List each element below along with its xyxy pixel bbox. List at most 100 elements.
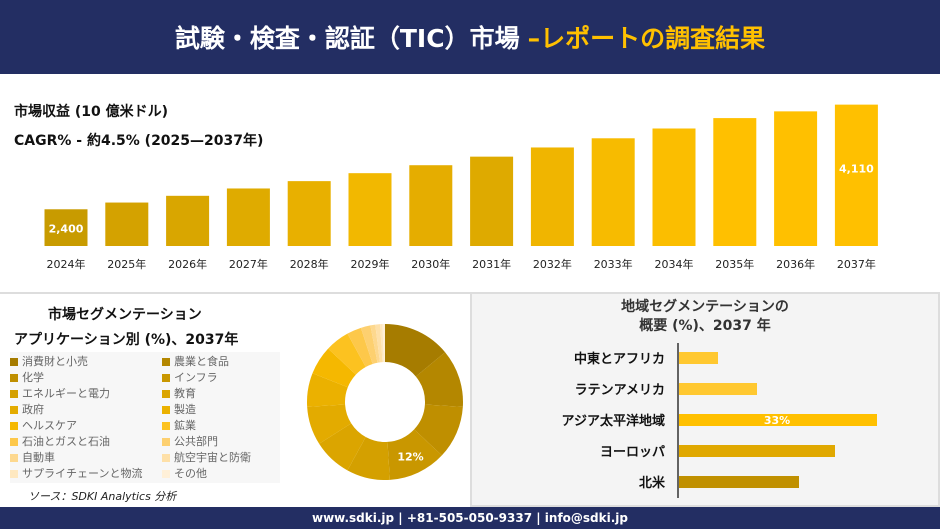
application-segment-panel: 市場セグメンテーション アプリケーション別 (%)、2037年 消費財と小売 農業… xyxy=(0,292,470,507)
legend-swatch xyxy=(10,469,18,478)
donut-slice xyxy=(312,348,356,388)
x-tick-label: 2034年 xyxy=(655,257,694,271)
donut-slice xyxy=(387,429,442,480)
legend-item: 教育 xyxy=(162,386,280,401)
revenue-bars: 2024年 2,400 2025年 2026年 2027年 2028年 2029年 2030年… xyxy=(44,104,878,271)
donut-slice xyxy=(415,352,463,407)
header-banner: 試験・検査・認証（TIC）市場 –レポートの調査結果 xyxy=(0,0,940,74)
x-tick-label: 2033年 xyxy=(594,257,633,271)
revenue-bar xyxy=(652,128,696,246)
legend-label: ヘルスケア xyxy=(22,419,77,432)
revenue-bar xyxy=(409,165,453,246)
revenue-bar xyxy=(530,147,574,246)
region-bar xyxy=(679,476,799,488)
donut-slice xyxy=(380,324,384,363)
legend-label: 航空宇宙と防衛 xyxy=(174,451,251,464)
donut-slice xyxy=(385,324,446,377)
bar-data-label: 4,110 xyxy=(839,163,874,176)
legend-item: 化学 xyxy=(10,370,162,385)
donut-slice xyxy=(319,423,366,471)
donut-slice xyxy=(347,327,373,367)
legend-swatch xyxy=(10,405,18,414)
legend-item: 公共部門 xyxy=(162,434,280,449)
revenue-bar xyxy=(44,209,88,246)
legend-label: 化学 xyxy=(22,371,44,384)
x-tick-label: 2037年 xyxy=(837,257,876,271)
donut-slice xyxy=(307,373,348,407)
legend-label: 教育 xyxy=(174,387,196,400)
legend-label: 政府 xyxy=(22,403,44,416)
regional-segment-panel: 地域セグメンテーションの 概要 (%)、2037 年 中東とアフリカ ラテンアメリ… xyxy=(470,292,940,507)
legend-swatch xyxy=(10,373,18,382)
legend-label: サプライチェーンと物流 xyxy=(22,467,143,480)
revenue-bar xyxy=(348,173,392,246)
segment-subtitle: アプリケーション別 (%)、2037年 xyxy=(14,332,239,348)
page-title: 試験・検査・認証（TIC）市場 xyxy=(174,24,520,53)
legend-swatch xyxy=(162,421,170,430)
revenue-bar xyxy=(713,118,757,246)
legend-label: 石油とガスと石油 xyxy=(22,435,110,448)
legend-swatch xyxy=(10,357,18,366)
donut-slice xyxy=(347,437,390,480)
x-tick-label: 2028年 xyxy=(290,257,329,271)
region-label: ヨーロッパ xyxy=(600,445,665,460)
x-tick-label: 2026年 xyxy=(168,257,207,271)
region-label: アジア太平洋地域 xyxy=(562,413,665,429)
legend-swatch xyxy=(162,389,170,398)
donut-slice xyxy=(414,404,463,456)
revenue-bar xyxy=(834,104,878,247)
legend-swatch xyxy=(10,389,18,398)
revenue-bar xyxy=(105,202,149,246)
legend-swatch xyxy=(10,453,18,462)
legend-item: 自動車 xyxy=(10,450,162,465)
legend-swatch xyxy=(162,357,170,366)
footer-contact: www.sdki.jp | +81-505-050-9337 | info@sd… xyxy=(0,507,940,529)
legend-label: 消費財と小売 xyxy=(22,355,88,368)
x-tick-label: 2035年 xyxy=(715,257,754,271)
donut-slice xyxy=(328,333,366,375)
x-tick-label: 2031年 xyxy=(472,257,511,271)
region-bar xyxy=(679,445,835,457)
revenue-bar xyxy=(287,181,331,246)
x-tick-label: 2025年 xyxy=(107,257,146,271)
legend-item: 製造 xyxy=(162,402,280,417)
donut-slice xyxy=(370,324,380,363)
legend-item: 航空宇宙と防衛 xyxy=(162,450,280,465)
legend-swatch xyxy=(162,373,170,382)
donut-slice xyxy=(382,324,385,363)
application-donut: 12% xyxy=(307,324,463,480)
revenue-bar xyxy=(774,111,818,246)
legend-item: ヘルスケア xyxy=(10,418,162,433)
donut-slice xyxy=(360,325,378,364)
legend-item: エネルギーと電力 xyxy=(10,386,162,401)
slice-data-label: 12% xyxy=(397,450,423,463)
revenue-bar xyxy=(591,138,635,246)
region-bar xyxy=(679,383,757,395)
revenue-chart-title: 市場収益 (10 億米ドル) xyxy=(14,104,169,120)
region-data-label: 33% xyxy=(764,414,790,427)
legend-swatch xyxy=(162,453,170,462)
region-bar xyxy=(679,352,718,364)
legend-label: 農業と食品 xyxy=(174,355,229,368)
donut-slice xyxy=(307,404,352,444)
x-tick-label: 2030年 xyxy=(411,257,450,271)
legend-item: 農業と食品 xyxy=(162,354,280,369)
legend-item: サプライチェーンと物流 xyxy=(10,466,162,481)
legend-swatch xyxy=(10,421,18,430)
page-title-accent: –レポートの調査結果 xyxy=(527,24,766,53)
bar-data-label: 2,400 xyxy=(49,222,84,235)
legend-label: 自動車 xyxy=(22,451,55,464)
region-label: 北米 xyxy=(639,475,666,491)
legend-item: その他 xyxy=(162,466,280,481)
cagr-label: CAGR% - 約4.5% (2025—2037年) xyxy=(14,133,264,149)
region-label: ラテンアメリカ xyxy=(575,383,665,398)
legend-swatch xyxy=(10,437,18,446)
revenue-bar xyxy=(470,156,514,246)
legend-item: 石油とガスと石油 xyxy=(10,434,162,449)
legend-item: 政府 xyxy=(10,402,162,417)
donut-slice xyxy=(375,324,383,363)
region-subtitle: 概要 (%)、2037 年 xyxy=(639,318,771,334)
x-tick-label: 2032年 xyxy=(533,257,572,271)
legend-swatch xyxy=(162,405,170,414)
